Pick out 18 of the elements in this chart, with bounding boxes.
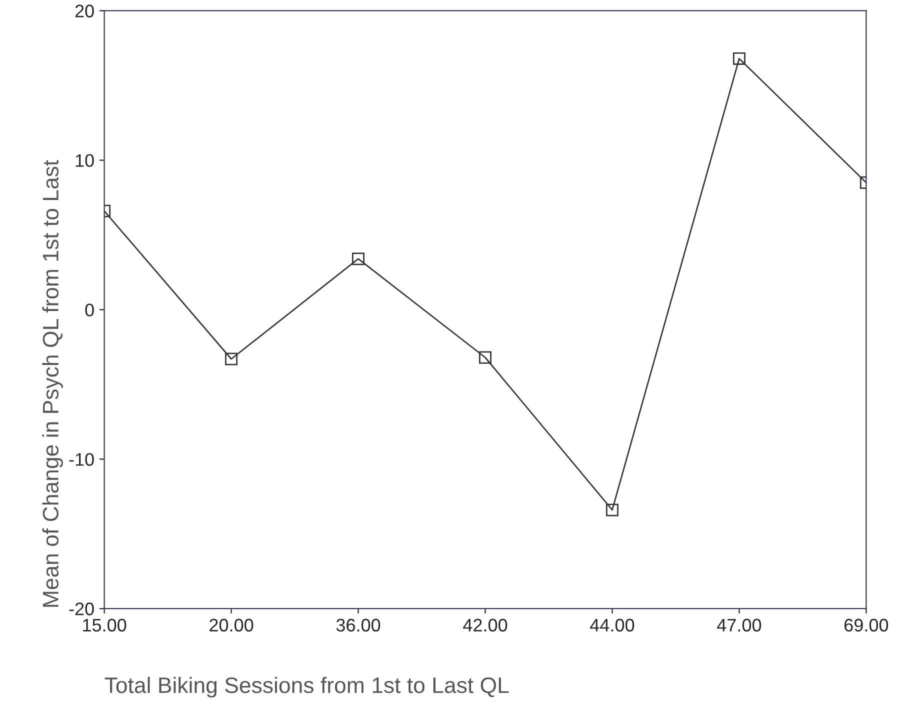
- point: [352, 252, 365, 266]
- x-tick-label: 15.00: [83, 618, 126, 632]
- x-tick-label: 20.00: [210, 618, 254, 632]
- x-tick-label: 42.00: [463, 618, 508, 632]
- x-tick-label: 36.00: [336, 618, 380, 632]
- x-axis-title: Total Biking Sessions from 1st to Last QL: [104, 676, 509, 698]
- y-tick-label: 0: [85, 304, 94, 316]
- x-tick-label: 44.00: [590, 618, 634, 632]
- y-axis-title: Mean of Change in Psych QL from 1st to Last: [42, 160, 63, 607]
- y-tick-label: 10: [76, 154, 94, 167]
- x-tick-label: 47.00: [717, 618, 762, 632]
- y-tick-label: 20: [75, 4, 94, 18]
- y-tick-label: -10: [69, 453, 94, 466]
- x-tick-label: 69.00: [844, 618, 888, 632]
- point: [225, 352, 238, 366]
- point: [606, 504, 618, 516]
- y-tick-label: -20: [69, 602, 94, 616]
- point: [478, 351, 492, 364]
